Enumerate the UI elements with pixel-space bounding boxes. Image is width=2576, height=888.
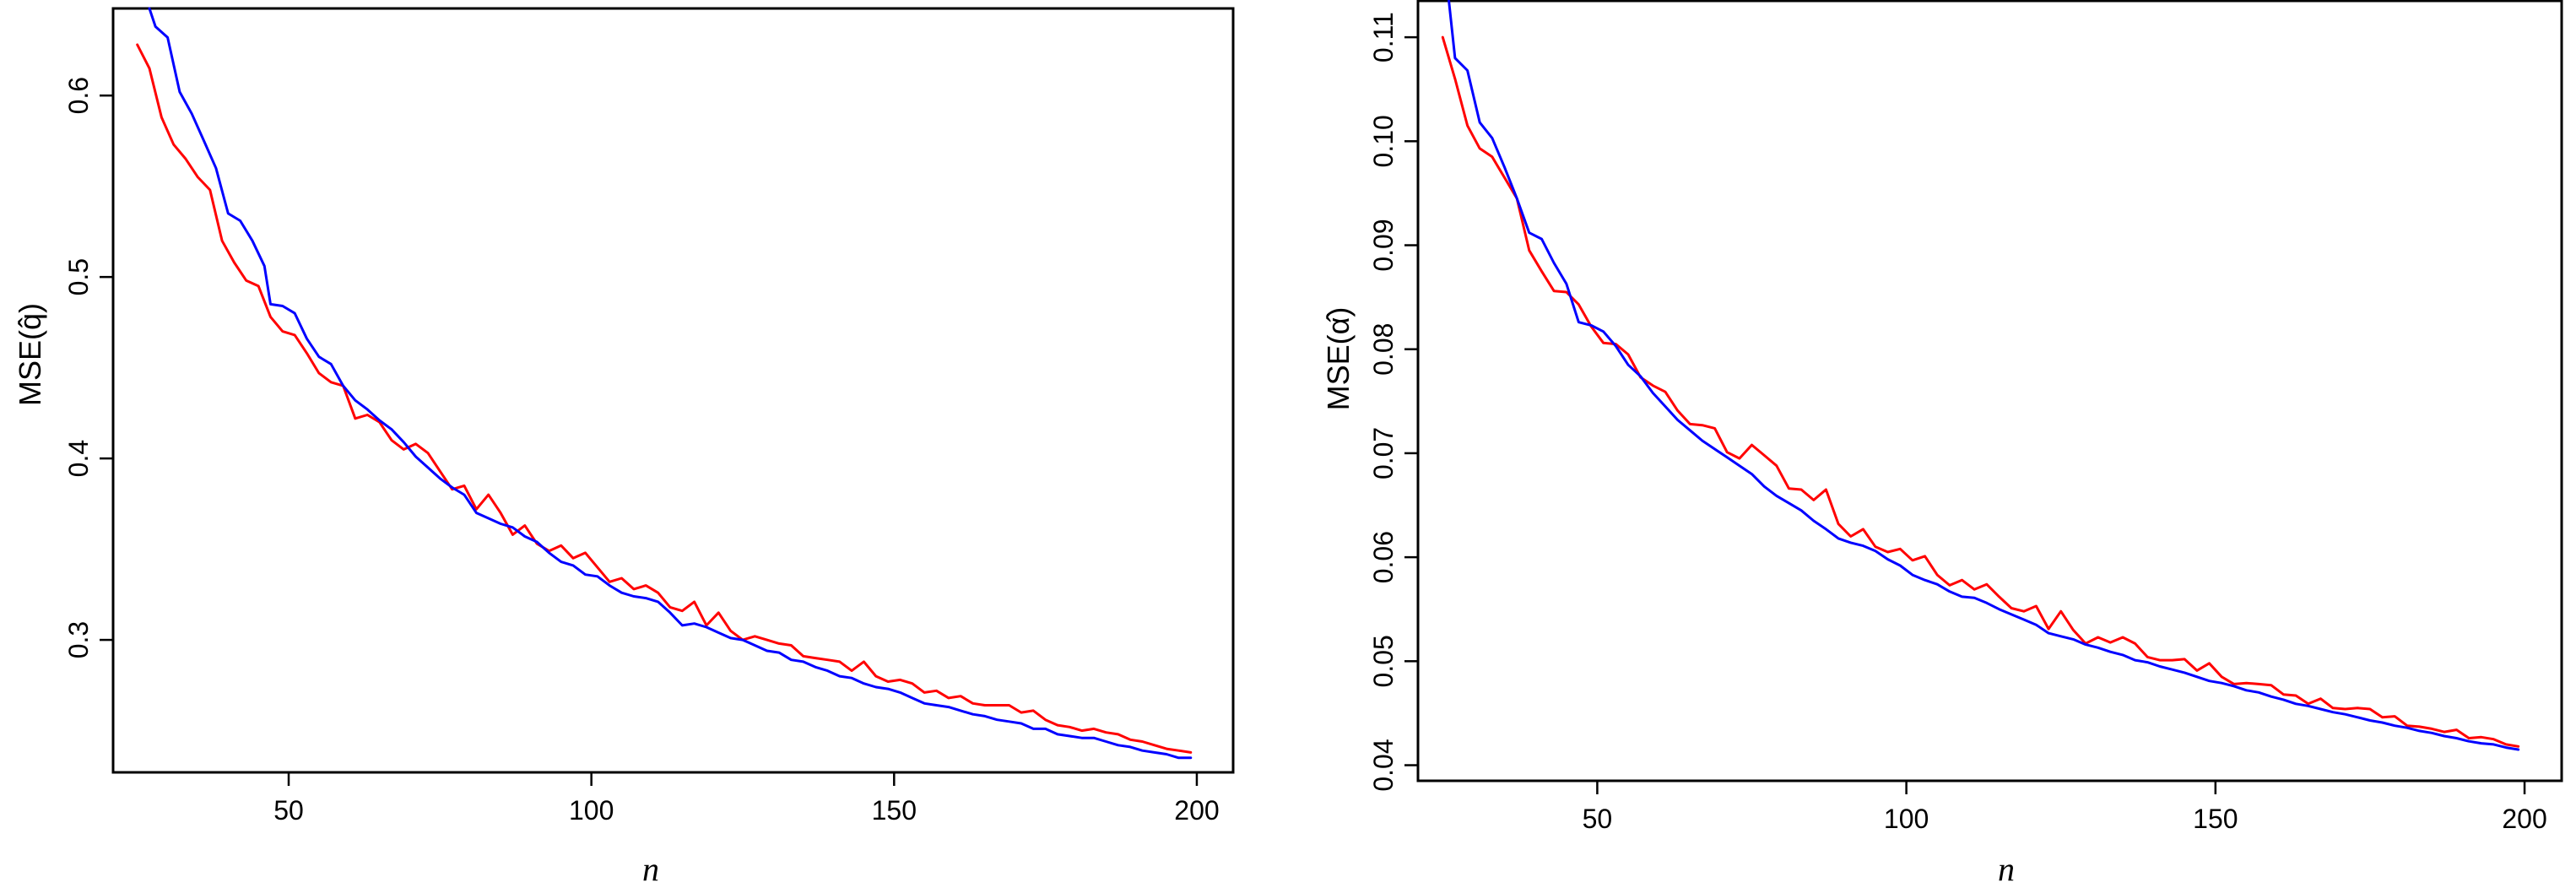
red-series-line [1441,35,2520,748]
plot-frame [111,7,1235,774]
x-tick-label: 200 [1174,795,1219,826]
y-tick-label: 0.4 [63,440,94,477]
y-tick-label: 0.11 [1368,12,1399,62]
y-tick-label: 0.5 [63,258,94,295]
y-tick-label: 0.08 [1368,323,1399,376]
y-ticks: 0.04 0.05 0.06 0.07 0.08 0.09 0.10 0.11 [1368,12,1418,792]
series-group [1441,0,2520,751]
x-tick-label: 150 [872,795,917,826]
x-tick-label: 50 [273,795,304,826]
blue-series-line [148,7,1193,760]
y-tick-label: 0.09 [1368,219,1399,271]
x-tick-label: 50 [1583,804,1613,834]
y-ticks: 0.3 0.4 0.5 0.6 [63,77,113,658]
x-axis-label: n [1998,850,2015,888]
blue-series-line [1448,0,2520,751]
x-tick-label: 150 [2193,804,2238,834]
x-ticks: 50 100 150 200 [1583,781,2547,834]
y-tick-label: 0.07 [1368,427,1399,479]
y-tick-label: 0.6 [63,77,94,114]
series-group [136,7,1193,760]
y-tick-label: 0.04 [1368,739,1399,791]
chart-panel-right: MSE(α̂) n 50 100 150 200 0.040.050.060.070.… [1321,0,2563,888]
y-tick-label: 0.06 [1368,531,1399,583]
plot-frame [1416,0,2563,782]
red-series-line [136,43,1193,754]
x-tick-label: 100 [569,795,614,826]
y-tick-label: 0.10 [1368,115,1399,167]
x-axis-label: n [642,850,659,888]
chart-panel-left: MSE(q̂) n 50 100 150 200 0.3 0.4 0.5 0.6 [13,7,1235,888]
y-tick-label: 0.3 [63,621,94,658]
x-tick-label: 200 [2502,804,2546,834]
x-ticks: 50 100 150 200 [273,772,1220,826]
y-tick-label: 0.05 [1368,635,1399,687]
y-axis-label: MSE(q̂) [13,303,47,406]
x-tick-label: 100 [1884,804,1929,834]
y-axis-label: MSE(α̂) [1321,307,1356,411]
